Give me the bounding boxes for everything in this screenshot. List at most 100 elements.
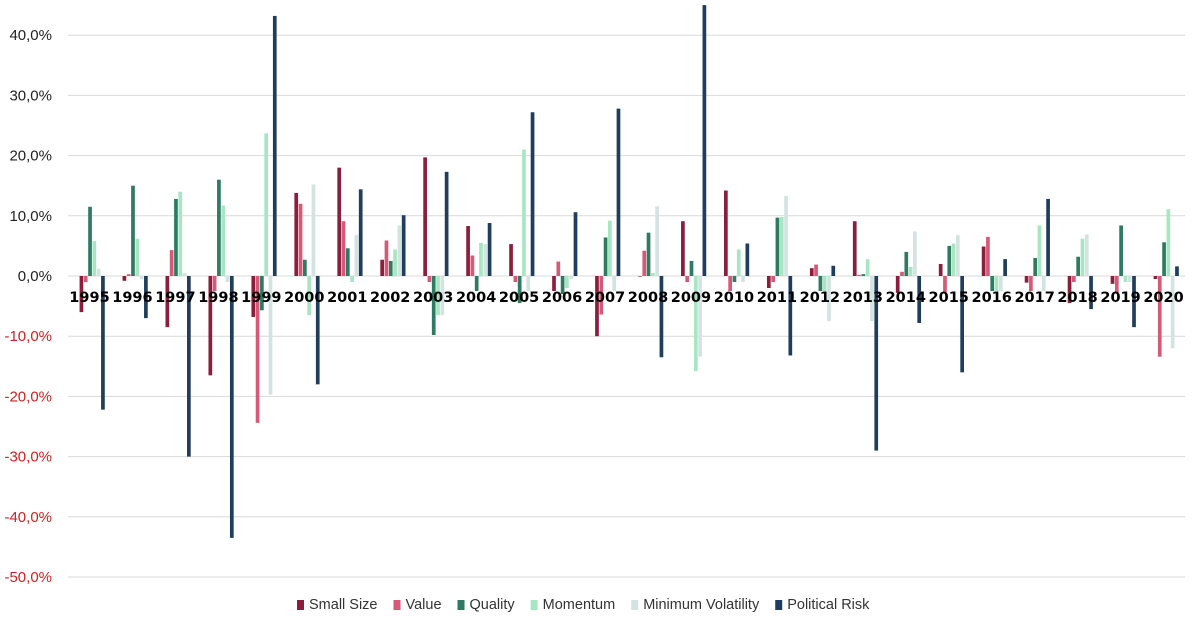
bar-political-risk-2006: [573, 212, 578, 276]
x-tick-label: 2011: [757, 290, 797, 306]
bar-minimum-volatility-2005: [526, 276, 531, 292]
bar-value-2013: [857, 274, 861, 276]
bar-small-size-2000: [294, 192, 299, 276]
bar-value-2012: [814, 264, 818, 276]
x-tick-label: 2008: [628, 290, 668, 306]
bar-momentum-2016: [994, 276, 999, 292]
bar-small-size-2012: [809, 268, 814, 276]
bar-value-1997: [169, 250, 174, 276]
bar-small-size-2005: [509, 244, 513, 276]
bar-value-2004: [470, 255, 475, 276]
legend-swatch: [775, 600, 783, 610]
bar-value-2003: [427, 276, 432, 283]
bar-minimum-volatility-2004: [483, 244, 488, 276]
bar-value-2009: [685, 276, 690, 283]
bar-value-2006: [556, 261, 561, 276]
bar-political-risk-2013: [874, 276, 879, 451]
bar-political-risk-1995: [101, 276, 105, 410]
bar-small-size-1998: [208, 276, 213, 376]
bar-value-2002: [384, 240, 389, 276]
x-tick-label: 1998: [198, 290, 238, 306]
x-tick-label: 1995: [69, 290, 109, 306]
bar-minimum-volatility-1998: [225, 276, 230, 283]
bar-political-risk-2012: [831, 265, 836, 276]
y-tick-label: 30,0%: [9, 87, 52, 104]
y-tick-label: 40,0%: [9, 27, 52, 44]
bar-minimum-volatility-2019: [1127, 276, 1132, 283]
bar-political-risk-2019: [1132, 276, 1136, 328]
legend-item: Political Risk: [775, 597, 870, 613]
bar-momentum-2004: [479, 242, 483, 276]
bar-momentum-2003: [436, 276, 440, 316]
bar-minimum-volatility-2010: [741, 276, 745, 283]
x-tick-label: 2019: [1100, 290, 1140, 306]
bar-momentum-2001: [350, 276, 354, 283]
bar-momentum-2002: [393, 249, 397, 276]
bar-quality-2018: [1076, 256, 1080, 276]
legend-item: Small Size: [297, 597, 378, 613]
bar-quality-2017: [1033, 257, 1038, 276]
legend-swatch: [631, 600, 639, 610]
x-tick-label: 2002: [370, 290, 410, 306]
bar-minimum-volatility-2007: [612, 276, 617, 292]
bar-momentum-2018: [1080, 238, 1085, 276]
y-tick-label: -40,0%: [4, 509, 52, 526]
x-tick-label: 2012: [800, 290, 840, 306]
legend: Small Size Value Quality Momentum Minimum Vo…: [297, 597, 870, 613]
y-tick-label: -30,0%: [4, 449, 52, 466]
bar-political-risk-2018: [1089, 276, 1093, 310]
x-tick-label: 2003: [413, 290, 453, 306]
bar-political-risk-2008: [659, 276, 664, 358]
bar-small-size-2007: [595, 276, 599, 337]
x-tick-label: 2018: [1057, 290, 1097, 306]
bar-political-risk-2011: [788, 276, 793, 356]
bar-quality-2015: [947, 245, 952, 276]
bar-political-risk-2005: [530, 112, 535, 276]
bar-quality-2019: [1119, 225, 1123, 276]
bar-small-size-2013: [852, 221, 857, 276]
x-tick-label: 2015: [929, 290, 969, 306]
bar-momentum-2017: [1037, 225, 1042, 276]
bar-value-2008: [642, 250, 647, 276]
bar-political-risk-2009: [702, 5, 707, 276]
bar-momentum-2015: [951, 243, 956, 276]
bar-minimum-volatility-2011: [784, 195, 788, 276]
bar-quality-2003: [431, 276, 436, 335]
legend-label: Momentum: [543, 597, 616, 613]
y-tick-label: -20,0%: [4, 388, 52, 405]
bar-political-risk-1997: [187, 276, 191, 457]
bar-value-2007: [599, 276, 604, 315]
bar-minimum-volatility-2015: [956, 235, 960, 276]
bar-political-risk-2001: [358, 189, 363, 276]
bar-minimum-volatility-2020: [1170, 276, 1175, 349]
bar-political-risk-2015: [960, 276, 965, 373]
bar-small-size-1996: [122, 276, 127, 281]
bar-political-risk-2017: [1046, 198, 1050, 276]
bar-value-2005: [513, 276, 518, 283]
bar-quality-2006: [560, 276, 565, 295]
bar-minimum-volatility-1996: [139, 276, 144, 280]
x-tick-label: 2013: [843, 290, 883, 306]
bar-momentum-2019: [1123, 276, 1128, 283]
bar-quality-2016: [990, 276, 995, 292]
bar-political-risk-2003: [444, 171, 449, 276]
bar-minimum-volatility-2014: [913, 231, 917, 276]
bar-momentum-2020: [1166, 209, 1171, 276]
legend-swatch: [457, 600, 465, 610]
bar-value-1999: [255, 276, 260, 423]
bar-value-2014: [900, 271, 904, 276]
bar-small-size-2015: [938, 263, 943, 276]
legend-item: Minimum Volatility: [631, 597, 760, 613]
legend-swatch: [297, 600, 304, 610]
legend-label: Political Risk: [787, 597, 870, 613]
bar-small-size-2002: [380, 259, 385, 276]
bar-value-2010: [728, 276, 732, 292]
bar-small-size-2020: [1153, 276, 1158, 280]
bars-layer: [79, 5, 1179, 538]
bar-quality-2007: [603, 237, 608, 276]
bar-quality-2012: [818, 276, 823, 292]
x-tick-label: 2014: [886, 290, 926, 306]
bar-small-size-2001: [337, 167, 342, 276]
bar-momentum-2006: [565, 276, 569, 289]
bar-minimum-volatility-2008: [655, 206, 659, 276]
